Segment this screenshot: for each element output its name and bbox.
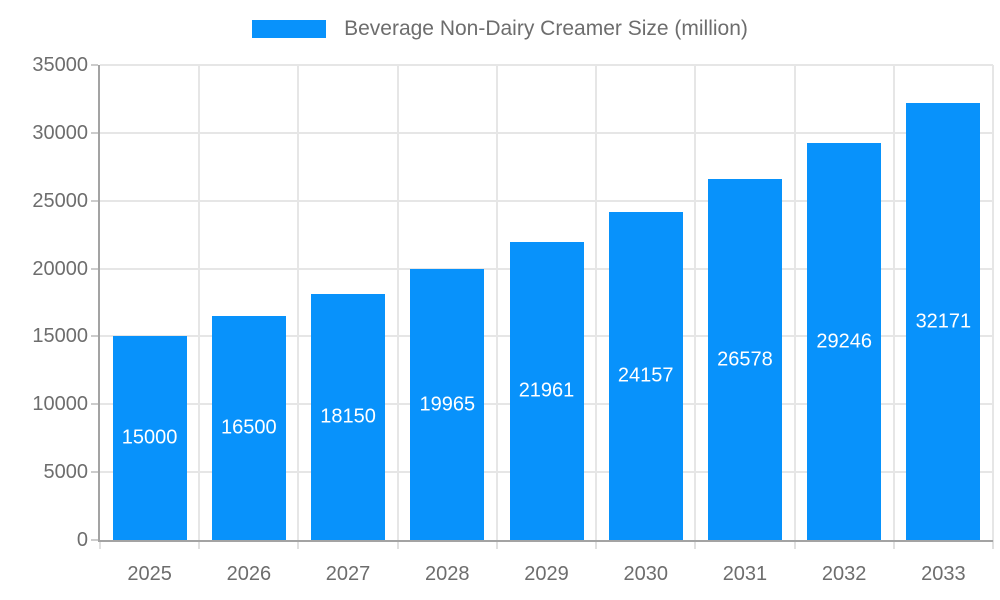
y-axis-tick bbox=[91, 471, 98, 474]
y-axis-tick bbox=[91, 539, 98, 541]
gridline-vertical bbox=[595, 65, 598, 540]
y-axis-tick bbox=[91, 403, 98, 406]
bar-2031[interactable] bbox=[707, 179, 782, 540]
y-axis-tick-label: 5000 bbox=[43, 461, 89, 484]
gridline-horizontal bbox=[100, 199, 993, 202]
x-axis-line bbox=[98, 540, 993, 542]
y-axis-tick bbox=[91, 335, 98, 338]
gridline-vertical bbox=[198, 65, 201, 540]
gridline-vertical bbox=[297, 65, 300, 540]
bar-2029[interactable] bbox=[509, 241, 584, 540]
bar-value-label-2030: 24157 bbox=[617, 364, 674, 387]
plot-area: 15000 16500 18150 19965 21961 24157 26578 29246… bbox=[91, 64, 994, 549]
x-axis-label-2032: 2032 bbox=[821, 563, 867, 585]
y-axis-tick bbox=[91, 199, 98, 202]
gridline-vertical bbox=[495, 65, 498, 540]
x-axis-label-2030: 2030 bbox=[623, 563, 668, 585]
bar-2026[interactable] bbox=[211, 316, 286, 540]
y-axis-tick-label: 10000 bbox=[32, 393, 88, 416]
bar-value-label-2029: 21961 bbox=[518, 379, 575, 402]
x-axis-tick bbox=[992, 540, 994, 549]
y-axis-tick-label: 0 bbox=[76, 529, 88, 551]
legend-label: Beverage Non-Dairy Creamer Size (million… bbox=[344, 17, 748, 40]
y-axis-tick bbox=[91, 131, 98, 134]
x-axis-label-2031: 2031 bbox=[722, 563, 768, 585]
gridline-vertical bbox=[694, 65, 697, 540]
y-axis-tick-label: 20000 bbox=[32, 257, 88, 280]
y-axis-tick bbox=[91, 64, 98, 66]
gridline-vertical bbox=[892, 65, 895, 540]
x-axis-label-2027: 2027 bbox=[325, 563, 371, 585]
bar-value-label-2032: 29246 bbox=[816, 330, 872, 353]
chart-legend: Beverage Non-Dairy Creamer Size (million… bbox=[0, 16, 1000, 42]
x-axis-label-2028: 2028 bbox=[425, 563, 470, 585]
x-axis-tick bbox=[793, 540, 796, 549]
y-axis-line bbox=[98, 65, 100, 540]
y-axis-tick-label: 30000 bbox=[32, 121, 88, 144]
x-axis-tick bbox=[198, 540, 201, 549]
bar-value-label-2026: 16500 bbox=[221, 416, 277, 439]
legend-item[interactable]: Beverage Non-Dairy Creamer Size (million… bbox=[252, 16, 748, 42]
y-axis-tick bbox=[91, 267, 98, 270]
bar-value-label-2031: 26578 bbox=[717, 348, 773, 371]
x-axis-tick bbox=[694, 540, 697, 549]
y-axis-tick-label: 15000 bbox=[32, 325, 88, 348]
bar-2025[interactable] bbox=[112, 336, 187, 540]
bar-2027[interactable] bbox=[311, 293, 386, 540]
gridline-vertical bbox=[396, 65, 399, 540]
bar-2028[interactable] bbox=[410, 269, 485, 540]
x-axis-label-2025: 2025 bbox=[127, 563, 172, 585]
x-axis-tick bbox=[396, 540, 399, 549]
bar-value-label-2028: 19965 bbox=[419, 393, 476, 416]
gridline-horizontal bbox=[100, 131, 993, 134]
x-axis-tick bbox=[297, 540, 300, 549]
x-axis-label-2033: 2033 bbox=[921, 563, 966, 585]
x-axis-tick bbox=[892, 540, 895, 549]
x-axis-tick bbox=[99, 540, 101, 549]
y-axis-tick-label: 25000 bbox=[32, 189, 88, 212]
bar-value-label-2033: 32171 bbox=[915, 310, 972, 333]
bar-value-label-2027: 18150 bbox=[320, 405, 376, 428]
gridline-vertical bbox=[992, 65, 994, 540]
bar-value-label-2025: 15000 bbox=[121, 426, 178, 449]
x-axis-label-2026: 2026 bbox=[226, 563, 272, 585]
legend-swatch-icon bbox=[252, 20, 327, 38]
bar-2033[interactable] bbox=[906, 103, 981, 540]
y-axis-tick-label: 35000 bbox=[32, 54, 88, 76]
x-axis-tick bbox=[595, 540, 598, 549]
gridline-vertical bbox=[793, 65, 796, 540]
bar-2032[interactable] bbox=[807, 143, 882, 540]
x-axis-tick bbox=[495, 540, 498, 549]
x-axis-label-2029: 2029 bbox=[524, 563, 569, 585]
bar-2030[interactable] bbox=[608, 212, 683, 540]
gridline-horizontal bbox=[100, 64, 993, 66]
